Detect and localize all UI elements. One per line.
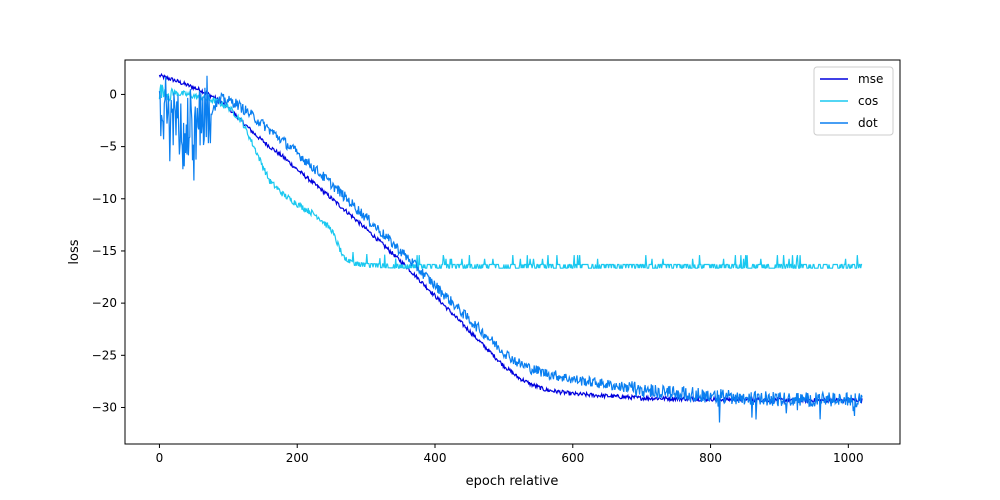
legend-label-mse: mse <box>858 72 883 86</box>
plot-frame <box>124 59 901 445</box>
y-tick-label: 0 <box>109 87 117 101</box>
x-tick-label: 200 <box>286 451 309 465</box>
legend-label-cos: cos <box>858 94 878 108</box>
y-tick-label: −10 <box>92 192 117 206</box>
x-tick-label: 800 <box>699 451 722 465</box>
y-axis-title: loss <box>67 239 82 264</box>
y-tick-label: −25 <box>92 348 117 362</box>
legend: mse cos dot <box>813 66 894 136</box>
y-tick-label: −5 <box>99 140 117 154</box>
x-tick-label: 1000 <box>833 451 864 465</box>
y-axis: 0 −5 −10 −15 −20 −25 −30 <box>92 87 125 414</box>
y-tick-label: −30 <box>92 400 117 414</box>
x-tick-label: 400 <box>424 451 447 465</box>
legend-box <box>813 66 894 136</box>
x-tick-label: 0 <box>156 451 164 465</box>
y-tick-label: −15 <box>92 244 117 258</box>
series-layer <box>158 72 863 423</box>
y-tick-label: −20 <box>92 296 117 310</box>
x-axis: 0 200 400 600 800 1000 <box>156 444 864 465</box>
x-tick-label: 600 <box>561 451 584 465</box>
x-axis-title: epoch relative <box>466 474 559 489</box>
series-line-cos <box>158 84 863 269</box>
legend-label-dot: dot <box>858 116 878 130</box>
series-line-dot <box>158 75 863 423</box>
